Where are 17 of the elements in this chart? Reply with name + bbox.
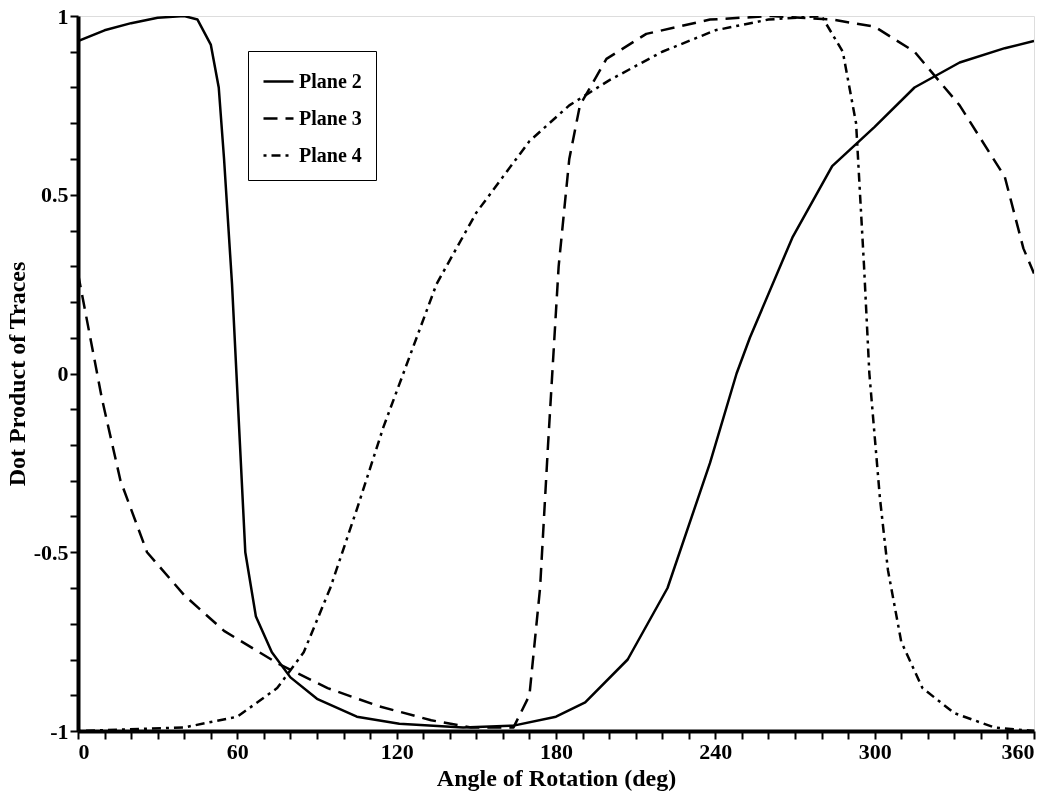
- y-tick-label: 0.5: [41, 182, 69, 208]
- x-tick-label: 60: [226, 738, 249, 764]
- legend-label: Plane 3: [299, 106, 362, 129]
- y-tick-label: 1: [57, 3, 69, 29]
- y-tick-label: -0.5: [33, 539, 69, 565]
- x-tick-label: 120: [380, 738, 414, 764]
- x-tick-label: 300: [858, 738, 892, 764]
- x-tick-label: 360: [1001, 738, 1035, 764]
- y-tick-label: 0: [57, 361, 69, 386]
- x-tick-label: 180: [540, 738, 573, 764]
- legend-label: Plane 2: [299, 69, 362, 92]
- y-tick-label: -1: [50, 718, 69, 744]
- y-axis-title: Dot Product of Traces: [3, 261, 30, 487]
- legend-label: Plane 4: [299, 143, 362, 166]
- x-tick-label: 240: [699, 738, 733, 764]
- x-tick-label: 0: [78, 738, 90, 764]
- x-axis-title: Angle of Rotation (deg): [436, 764, 677, 791]
